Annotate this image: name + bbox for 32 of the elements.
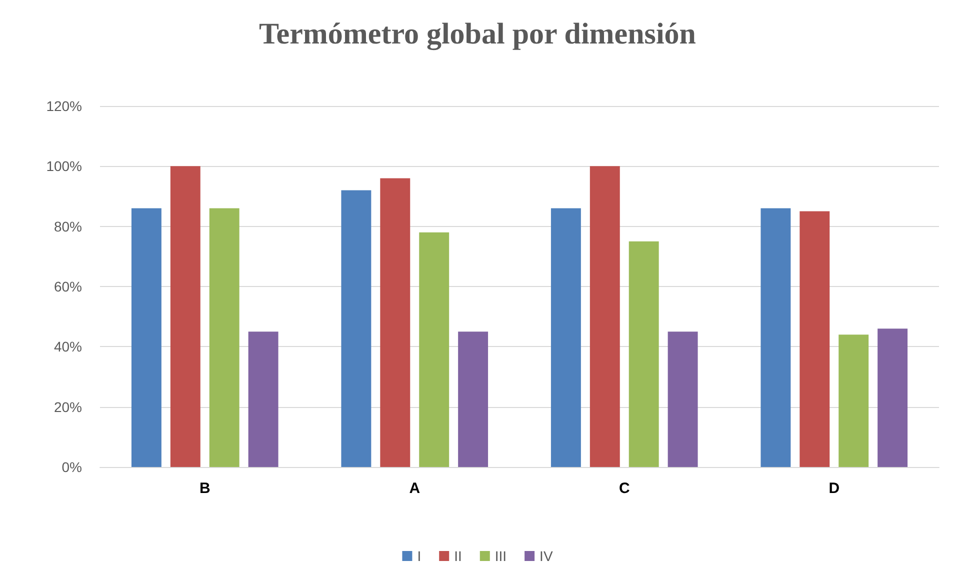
legend-label: I <box>417 548 422 564</box>
y-tick-label: 0% <box>62 459 82 475</box>
x-tick-label: A <box>409 480 420 497</box>
bar <box>550 208 581 467</box>
bar <box>380 178 410 467</box>
bar <box>341 190 372 467</box>
bar <box>838 334 869 467</box>
bar <box>800 211 830 467</box>
legend-label: II <box>454 548 462 564</box>
bar <box>628 241 659 467</box>
y-tick-label: 60% <box>54 278 82 294</box>
y-tick-label: 20% <box>54 398 82 415</box>
legend-label: III <box>494 548 507 564</box>
y-tick-label: 120% <box>46 98 82 114</box>
bar <box>458 332 488 467</box>
bar <box>209 208 240 467</box>
bar <box>590 166 620 467</box>
bar <box>248 332 278 467</box>
bar <box>419 232 450 467</box>
bar <box>170 166 200 467</box>
chart-title: Termómetro global por dimensión <box>259 18 696 50</box>
x-tick-label: B <box>199 480 210 497</box>
x-tick-label: C <box>618 480 630 497</box>
x-tick-label: D <box>828 480 840 497</box>
bar <box>131 208 162 467</box>
y-tick-label: 100% <box>46 158 82 174</box>
bar <box>878 328 908 467</box>
bar <box>668 332 698 467</box>
y-tick-label: 80% <box>54 218 82 234</box>
y-tick-label: 40% <box>54 338 82 355</box>
legend-label: IV <box>540 548 554 564</box>
bar <box>760 208 791 467</box>
